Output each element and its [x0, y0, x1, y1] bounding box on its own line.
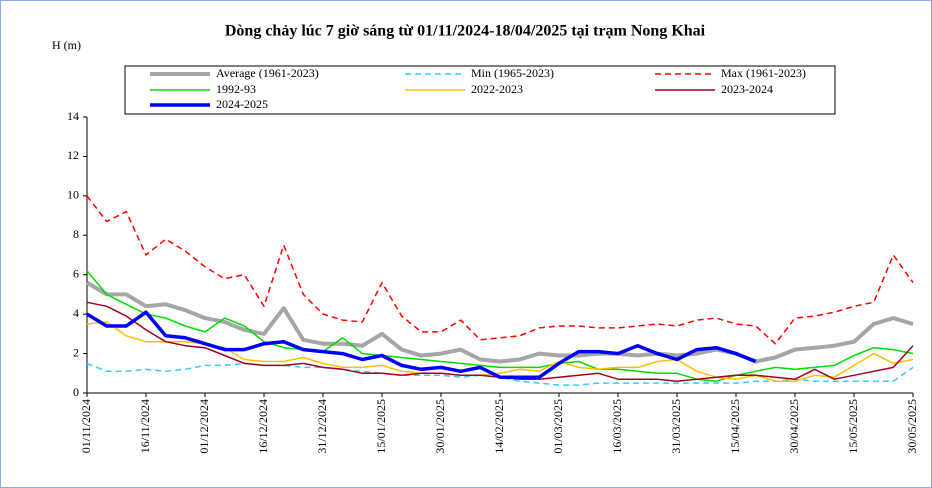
y-tick-label: 10	[67, 188, 79, 202]
y-tick-label: 14	[67, 109, 79, 123]
y-tick-label: 8	[73, 227, 79, 241]
y-tick-label: 2	[73, 345, 79, 359]
y-tick-label: 0	[73, 385, 79, 399]
x-tick-label: 16/11/2024	[138, 399, 152, 453]
y-axis-label: H (m)	[52, 38, 81, 52]
series-line	[86, 270, 914, 382]
x-tick-label: 15/01/2025	[374, 399, 388, 454]
legend-label: 2024-2025	[216, 97, 268, 111]
x-tick-label: 01/11/2024	[79, 399, 93, 453]
legend	[124, 65, 836, 115]
x-tick-label: 16/12/2024	[256, 399, 270, 454]
x-tick-label: 16/03/2025	[610, 399, 624, 454]
legend-label: 2023-2024	[721, 82, 773, 96]
x-tick-label: 01/03/2025	[551, 399, 565, 454]
x-tick-label: 01/12/2024	[197, 399, 211, 454]
y-tick-label: 12	[67, 148, 79, 162]
legend-label: Average (1961-2023)	[216, 66, 319, 80]
chart-title: Dòng chảy lúc 7 giờ sáng từ 01/11/2024-1…	[225, 23, 706, 40]
x-tick-label: 31/12/2024	[315, 399, 329, 454]
y-tick-label: 6	[73, 266, 79, 280]
x-tick-label: 30/04/2025	[787, 399, 801, 454]
x-tick-label: 30/01/2025	[433, 399, 447, 454]
x-tick-label: 15/04/2025	[728, 399, 742, 454]
series-line	[86, 195, 914, 345]
x-tick-label: 31/03/2025	[669, 399, 683, 454]
series-line	[85, 280, 914, 364]
x-tick-label: 14/02/2025	[492, 399, 506, 454]
series-line	[86, 321, 914, 382]
legend-label: 1992-93	[216, 82, 256, 96]
legend-label: Max (1961-2023)	[721, 66, 806, 80]
legend-label: Min (1965-2023)	[471, 66, 554, 80]
legend-label: 2022-2023	[471, 82, 523, 96]
y-tick-label: 4	[73, 306, 79, 320]
series-line	[86, 310, 757, 379]
x-tick-label: 30/05/2025	[905, 399, 919, 454]
x-tick-label: 15/05/2025	[846, 399, 860, 454]
